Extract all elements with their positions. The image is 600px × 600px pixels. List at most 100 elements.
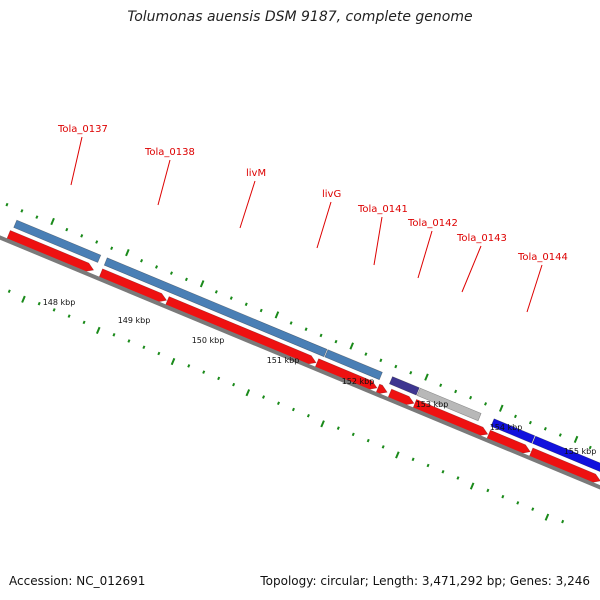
gene-label: Tola_0143: [456, 233, 507, 244]
inner-tick: [67, 314, 71, 318]
inner-tick: [202, 370, 206, 374]
inner-tick: [37, 301, 41, 306]
cds-arrow: [375, 383, 388, 394]
outer-tick: [80, 234, 84, 238]
gene-label: Tola_0137: [57, 124, 108, 135]
inner-tick: [561, 519, 565, 524]
cds-arrow: [412, 399, 489, 436]
outer-tick: [364, 352, 368, 356]
gene-bar: [103, 257, 328, 358]
inner-tick: [411, 457, 415, 462]
outer-tick: [304, 327, 308, 331]
gene-label-leader: [239, 180, 256, 229]
outer-tick: [274, 311, 280, 319]
gene-label-leader: [157, 159, 171, 206]
outer-tick: [573, 435, 579, 444]
outer-tick: [229, 296, 233, 300]
kbp-label: 155 kbp: [564, 447, 597, 456]
outer-tick: [588, 445, 592, 450]
gene-label: livM: [246, 168, 266, 179]
outer-tick: [184, 277, 188, 282]
inner-tick: [306, 413, 310, 418]
inner-tick: [112, 333, 116, 337]
outer-tick: [528, 420, 532, 425]
inner-tick: [21, 295, 26, 303]
backbone-track: [0, 235, 600, 490]
inner-tick: [7, 289, 11, 293]
inner-tick: [127, 339, 131, 343]
inner-tick: [320, 420, 325, 428]
outer-tick: [409, 371, 413, 375]
outer-tick: [244, 302, 248, 307]
inner-tick: [291, 407, 295, 412]
kbp-label: 151 kbp: [267, 356, 300, 365]
outer-tick: [125, 249, 130, 257]
label-layer: 148 kbp 149 kbp 150 kbp 151 kbp 152 kbp 153 k…: [43, 124, 597, 456]
inner-tick: [336, 426, 340, 430]
outer-tick: [289, 321, 293, 325]
outer-tick: [5, 202, 9, 207]
outer-tick: [169, 271, 173, 275]
gene-label: Tola_0141: [357, 204, 408, 215]
inner-tick: [381, 445, 385, 449]
inner-tick-ring: [7, 289, 565, 524]
inner-tick: [170, 357, 176, 366]
inner-tick: [516, 501, 520, 505]
inner-tick: [351, 432, 355, 437]
inner-tick: [52, 308, 56, 312]
gene-label-leader: [70, 136, 83, 186]
gene-bar: [389, 376, 420, 396]
outer-tick: [95, 240, 99, 244]
kbp-label: 148 kbp: [43, 298, 76, 307]
gene-label-leader: [417, 230, 433, 279]
gene-bar: [13, 219, 102, 263]
outer-tick: [469, 395, 473, 400]
outer-tick-ring: [5, 202, 592, 450]
outer-tick: [394, 364, 398, 369]
gene-label-leader: [461, 245, 482, 293]
cds-arrow: [387, 388, 415, 406]
gene-label-leader: [316, 201, 332, 249]
label-leaders: [70, 136, 543, 313]
inner-tick: [395, 451, 400, 459]
inner-tick: [95, 326, 101, 335]
gene-bar: [490, 418, 536, 444]
inner-tick: [366, 438, 370, 443]
outer-tick: [50, 217, 55, 226]
gene-bar: [532, 435, 600, 472]
gene-label: Tola_0142: [407, 218, 458, 229]
genome-summary-text: Topology: circular; Length: 3,471,292 bp…: [260, 574, 590, 588]
outer-tick: [140, 258, 144, 263]
inner-tick: [276, 401, 280, 406]
outer-tick: [214, 290, 218, 294]
accession-text: Accession: NC_012691: [9, 574, 146, 588]
feature-track: [6, 219, 600, 483]
outer-tick: [484, 402, 488, 406]
cds-arrow: [529, 447, 600, 483]
gene-label: Tola_0144: [517, 252, 568, 263]
map-title: Tolumonas auensis DSM 9187, complete gen…: [127, 9, 473, 25]
outer-tick: [543, 427, 547, 431]
inner-tick: [82, 320, 86, 325]
cds-arrow: [165, 296, 317, 365]
gene-label: Tola_0138: [144, 147, 195, 158]
outer-tick: [65, 227, 69, 232]
inner-tick: [232, 382, 236, 387]
outer-tick: [558, 433, 562, 437]
inner-tick: [245, 389, 251, 397]
kbp-label: 150 kbp: [192, 336, 225, 345]
outer-tick: [439, 383, 443, 387]
gene-bar: [416, 387, 482, 422]
outer-tick: [334, 339, 338, 344]
inner-tick: [486, 488, 490, 493]
inner-tick: [531, 507, 535, 511]
outer-tick: [349, 342, 354, 350]
outer-tick: [499, 404, 504, 412]
outer-tick: [20, 209, 24, 213]
cds-arrow: [314, 358, 378, 390]
outer-tick: [110, 246, 114, 251]
cds-arrow: [6, 230, 95, 272]
inner-tick: [157, 351, 161, 356]
